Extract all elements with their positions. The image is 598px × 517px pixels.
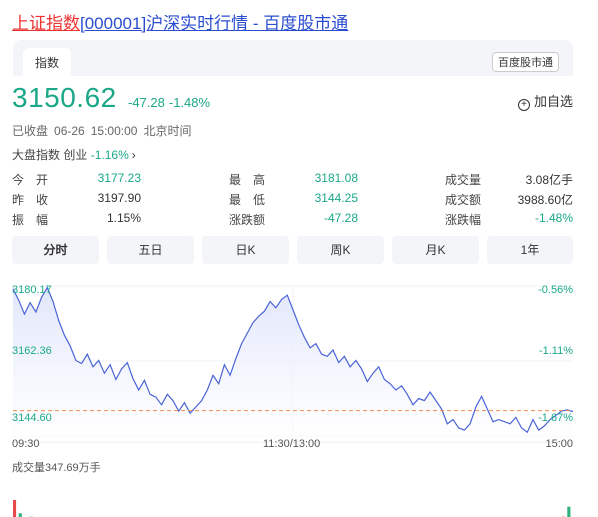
- market-name: 创业: [63, 148, 88, 162]
- stat-high-value: 3181.08: [314, 171, 358, 185]
- stat-vol-label: 成交量: [445, 173, 482, 187]
- y-right-tick-top: -0.56%: [538, 284, 573, 296]
- market-change: -1.16%: [90, 148, 129, 162]
- stat-turnover-value: 3988.60亿: [517, 193, 573, 207]
- market-status: 已收盘 06-26 15:00:00 北京时间: [12, 122, 197, 139]
- stat-turnover-label: 成交额: [445, 193, 482, 207]
- quote-tab-bar: 指数 百度股市通: [13, 40, 573, 76]
- period-tabs: 分时 五日 日K 周K 月K 1年: [12, 236, 573, 264]
- volume-bar: [18, 513, 22, 517]
- price-change: -47.28 -1.48%: [128, 95, 214, 110]
- stat-chgpct-label: 涨跌幅: [445, 213, 482, 227]
- tab-period-intraday[interactable]: 分时: [12, 236, 99, 264]
- stat-chgamt-value: -47.28: [323, 211, 358, 225]
- y-left-tick-mid: 3162.36: [12, 345, 52, 357]
- y-right-tick-mid: -1.11%: [538, 345, 573, 357]
- x-tick-open: 09:30: [12, 438, 40, 450]
- stat-amp-value: 1.15%: [106, 211, 141, 225]
- tab-period-monthly[interactable]: 月K: [392, 236, 479, 264]
- title-subtitle[interactable]: [000001]沪深实时行情 - 百度股市通: [80, 14, 349, 33]
- status-timezone: 北京时间: [143, 124, 192, 138]
- y-left-tick-bottom: 3144.60: [12, 412, 52, 424]
- volume-label: 成交量347.69万手: [12, 462, 101, 474]
- x-tick-midday: 11:30/13:00: [263, 438, 321, 450]
- volume-bar: [13, 500, 17, 517]
- add-watchlist-label: 加自选: [533, 94, 573, 109]
- volume-bar: [567, 506, 571, 517]
- stat-prev-value: 3197.90: [97, 191, 141, 205]
- chevron-right-icon: ›: [131, 148, 136, 162]
- change-amount: -47.28: [128, 95, 165, 110]
- stat-open-label: 今 开: [12, 173, 49, 187]
- stat-amp-label: 振 幅: [12, 213, 49, 227]
- plus-circle-icon: +: [517, 99, 530, 111]
- status-text: 已收盘: [12, 124, 49, 138]
- add-watchlist-button[interactable]: + 加自选: [517, 91, 573, 111]
- stat-low-label: 最 低: [229, 193, 266, 207]
- market-label: 大盘指数: [12, 148, 61, 162]
- tab-period-5day[interactable]: 五日: [107, 236, 194, 264]
- status-date: 06-26: [54, 124, 85, 138]
- stat-chgamt-label: 涨跌额: [229, 213, 266, 227]
- title-index-name[interactable]: 上证指数: [12, 14, 80, 33]
- baidu-stock-badge[interactable]: 百度股市通: [492, 52, 559, 72]
- current-price: 3150.62: [12, 82, 117, 113]
- y-left-tick-top: 3180.17: [12, 284, 52, 296]
- stat-chgpct-value: -1.48%: [534, 211, 573, 225]
- stat-prev-label: 昨 收: [12, 193, 49, 207]
- tab-period-1year[interactable]: 1年: [487, 236, 573, 264]
- tab-index[interactable]: 指数: [23, 48, 72, 76]
- change-percent: -1.48%: [168, 95, 211, 110]
- price-line: [12, 286, 574, 434]
- page-title[interactable]: 上证指数[000001]沪深实时行情 - 百度股市通: [12, 9, 348, 34]
- price-area-fill: [13, 287, 573, 442]
- tab-period-weekly[interactable]: 周K: [297, 236, 384, 264]
- stat-low-value: 3144.25: [314, 191, 358, 205]
- tab-period-daily[interactable]: 日K: [202, 236, 289, 264]
- stat-vol-value: 3.08亿手: [525, 173, 573, 187]
- market-index-link[interactable]: 大盘指数 创业 -1.16% ›: [12, 146, 136, 163]
- stat-open-value: 3177.23: [97, 171, 141, 185]
- stat-high-label: 最 高: [229, 173, 266, 187]
- y-right-tick-bottom: -1.67%: [538, 412, 573, 424]
- x-tick-close: 15:00: [545, 438, 573, 450]
- intraday-chart[interactable]: [0, 276, 598, 517]
- status-time: 15:00:00: [90, 124, 138, 138]
